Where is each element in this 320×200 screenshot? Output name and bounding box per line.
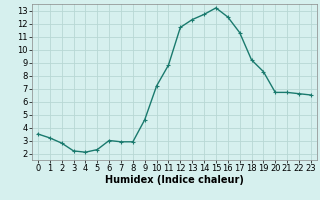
X-axis label: Humidex (Indice chaleur): Humidex (Indice chaleur): [105, 175, 244, 185]
